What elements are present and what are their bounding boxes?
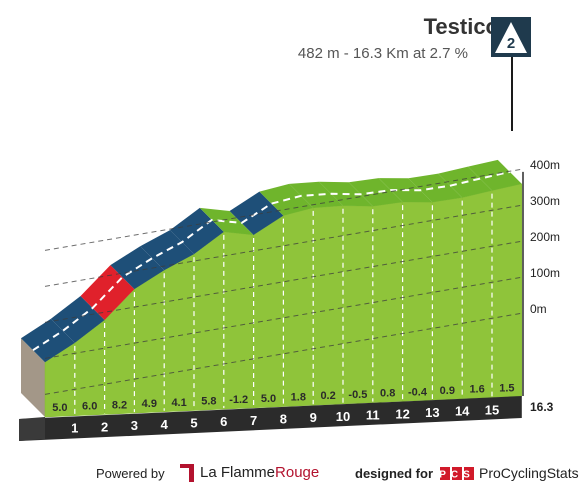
segment-gradient-label: 1.5 <box>499 382 514 394</box>
altitude-tick-label: 0m <box>530 302 547 316</box>
profile-ground-base <box>19 396 522 441</box>
km-label: 10 <box>336 409 350 424</box>
profile-top-segment <box>289 181 343 208</box>
profile-side-segment <box>372 201 403 403</box>
altitude-tick-label: 200m <box>530 230 560 244</box>
profile-side-segment <box>402 201 433 402</box>
km-label: 1 <box>71 421 78 436</box>
category-badge: 2 <box>491 17 531 57</box>
segment-gradient-label: 0.2 <box>320 390 335 402</box>
segment-gradient-label: 1.8 <box>291 392 306 404</box>
climb-summary: 482 m - 16.3 Km at 2.7 % <box>297 45 468 62</box>
profile-side-segment <box>461 190 493 399</box>
km-label: 6 <box>220 414 227 429</box>
segment-gradient-label: 0.8 <box>380 388 395 400</box>
km-label: 9 <box>310 410 317 425</box>
la-flamme-rouge-logo-icon <box>180 464 194 482</box>
profile-top-segment <box>468 159 522 191</box>
segment-gradient-label: 4.1 <box>171 397 186 409</box>
profile-side-segment <box>223 231 254 410</box>
procyclingstats-brand: ProCyclingStats <box>479 465 579 481</box>
profile-side-segment <box>163 253 195 413</box>
profile-side-segment <box>283 207 314 407</box>
profile-side-segment <box>491 183 523 398</box>
category-triangle-icon <box>495 22 527 53</box>
category-number: 2 <box>507 35 515 52</box>
segment-gradient-label: 0.9 <box>440 385 455 397</box>
segment-gradient-label: -1.2 <box>229 394 248 406</box>
segment-gradient-label: 1.6 <box>469 384 484 396</box>
profile-side-segment <box>253 215 284 409</box>
km-label: 4 <box>161 417 169 432</box>
profile-side-segment <box>134 269 165 414</box>
segment-gradient-label: -0.4 <box>408 386 428 398</box>
profile-ground-left <box>19 417 45 441</box>
altitude-tick-label: 300m <box>530 194 560 208</box>
climb-title: Testico <box>423 14 499 39</box>
km-label: 7 <box>250 413 257 428</box>
profile-top-segment <box>199 207 254 235</box>
designed-for-label: designed for <box>355 466 434 481</box>
la-flamme-rouge-brand: La FlammeRouge <box>200 464 320 481</box>
km-label: 11 <box>366 408 380 423</box>
km-label: 3 <box>131 418 138 433</box>
total-distance-label: 16.3 <box>530 400 554 414</box>
climb-profile-chart: 400m 300m 200m 100m 0m 5.0 1 6.0 2 8.2 3 4.9 44.1 5 5.… <box>19 158 560 441</box>
powered-by-label: Powered by <box>96 466 165 481</box>
profile-side-segment <box>432 197 463 401</box>
summit-marker-pole <box>511 57 513 131</box>
km-label: 5 <box>190 415 197 430</box>
profile-top-segment <box>170 207 224 255</box>
pcs-logo-icon: PCS <box>440 467 474 480</box>
profile-top-segment <box>348 178 403 207</box>
km-label: 15 <box>485 402 499 417</box>
segment-gradient-label: 4.9 <box>142 398 157 410</box>
profile-centerline <box>32 170 511 352</box>
profile-start-face <box>21 338 45 417</box>
km-label: 12 <box>395 406 409 421</box>
profile-side-segment <box>312 205 344 406</box>
altitude-tick-label: 400m <box>530 158 560 172</box>
km-label: 2 <box>101 419 108 434</box>
pcs-logo-letters: PCS <box>440 470 474 481</box>
profile-top-segment <box>408 173 463 203</box>
segment-gradient-label: 6.0 <box>82 401 97 413</box>
segment-gradient-label: -0.5 <box>348 389 367 401</box>
km-label: 13 <box>425 405 439 420</box>
segment-gradient-label: 5.0 <box>52 402 67 414</box>
altitude-tick-label: 100m <box>530 266 560 280</box>
km-label: 8 <box>280 412 287 427</box>
segment-gradient-label: 5.8 <box>201 395 216 407</box>
segment-gradient-label: 8.2 <box>112 399 127 411</box>
footer-bar: Powered by La FlammeRouge designed for P… <box>0 464 585 484</box>
km-label: 14 <box>455 404 470 419</box>
segment-gradient-label: 5.0 <box>261 393 276 405</box>
